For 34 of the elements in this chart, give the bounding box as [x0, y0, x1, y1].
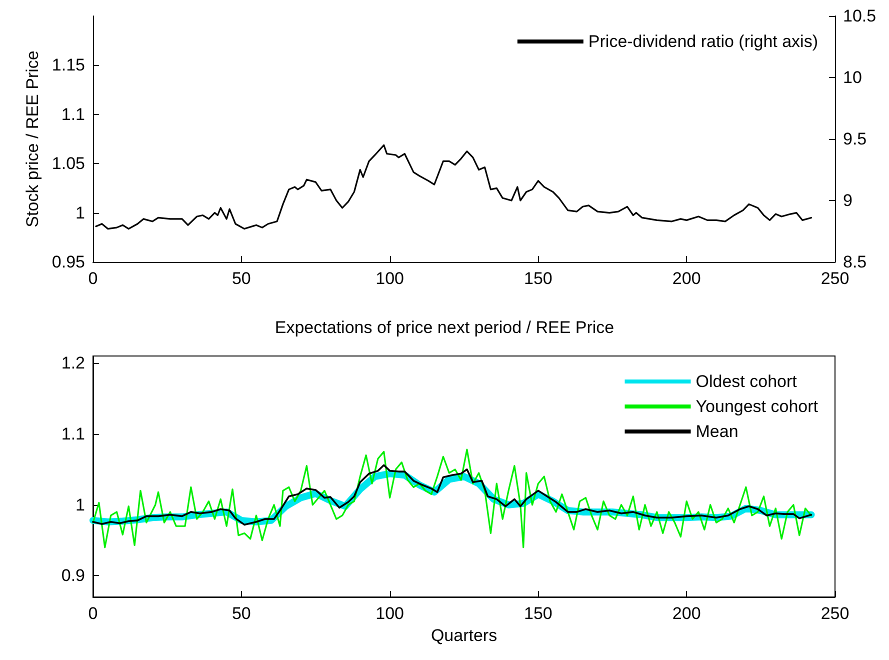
x-tick-label: 100: [376, 269, 404, 288]
x-tick-label: 100: [376, 604, 404, 623]
x-tick-label: 50: [232, 269, 251, 288]
y-tick-label: 1: [76, 203, 85, 222]
legend-label: Oldest cohort: [696, 372, 798, 391]
legend-label: Mean: [696, 422, 738, 441]
y-tick-label: 1.1: [61, 104, 85, 124]
y2-tick-label: 9: [843, 191, 852, 210]
x-tick-label: 200: [672, 604, 701, 623]
y-tick-label: 1.05: [52, 154, 85, 174]
x-axis-title: Quarters: [430, 626, 498, 645]
x-tick-label: 150: [524, 269, 552, 288]
y-tick-label: 0.95: [52, 252, 85, 272]
y2-tick-label: 8.5: [843, 252, 867, 272]
legend-label: Price-dividend ratio (right axis): [588, 32, 818, 51]
x-tick-label: 150: [524, 604, 552, 623]
x-tick-label: 250: [820, 269, 850, 288]
x-tick-label: 250: [820, 604, 850, 623]
y-axis-title: Stock price / REE Price: [23, 50, 42, 228]
legend-label: Youngest cohort: [696, 397, 818, 416]
y-tick-label: 1: [76, 495, 85, 514]
y-tick-label: 1.1: [61, 424, 85, 444]
x-tick-label: 50: [232, 604, 251, 623]
chart-title: Expectations of price next period / REE Price: [274, 318, 614, 337]
x-tick-label: 200: [672, 269, 701, 288]
x-tick-label: 0: [88, 604, 98, 623]
line-series: [92, 448, 812, 548]
y2-tick-label: 10.5: [843, 6, 876, 26]
y2-tick-label: 10: [843, 68, 862, 87]
x-tick-label: 0: [88, 269, 98, 288]
y-tick-label: 0.9: [61, 566, 85, 586]
y-tick-label: 1.2: [61, 354, 85, 373]
y2-tick-label: 9.5: [843, 130, 867, 148]
y-tick-label: 1.15: [52, 56, 85, 75]
